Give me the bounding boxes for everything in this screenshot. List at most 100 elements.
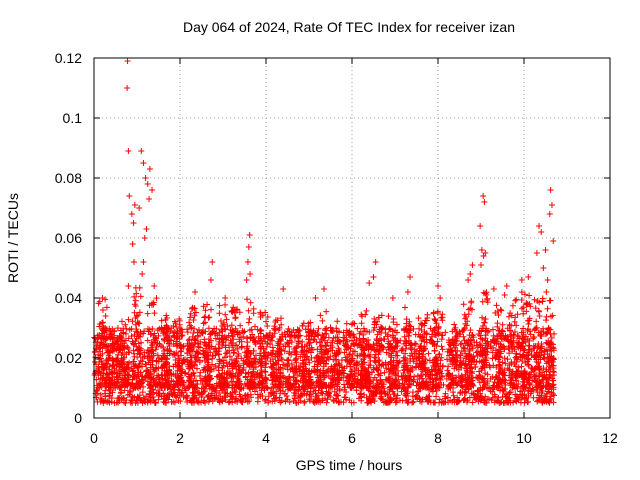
data-point: [537, 384, 544, 391]
data-point: [222, 295, 229, 301]
data-point: [343, 363, 350, 370]
data-point: [423, 336, 430, 343]
data-point: [215, 344, 222, 351]
data-point: [242, 374, 249, 381]
data-point: [265, 399, 272, 406]
data-point: [366, 280, 373, 286]
data-point: [188, 305, 195, 312]
data-point: [276, 325, 283, 332]
data-point: [547, 395, 554, 402]
data-point: [230, 374, 237, 381]
data-point: [306, 380, 313, 387]
data-point: [534, 298, 541, 305]
data-point: [432, 376, 439, 383]
data-point: [95, 300, 102, 307]
data-point: [417, 343, 424, 350]
data-point: [234, 378, 241, 385]
data-point: [268, 337, 275, 344]
data-point: [241, 349, 248, 356]
data-point: [145, 350, 152, 357]
data-point: [547, 345, 554, 352]
data-point: [136, 360, 143, 367]
data-point: [323, 330, 330, 337]
data-point: [130, 259, 137, 265]
data-point: [503, 399, 510, 406]
data-point: [160, 330, 167, 337]
data-point: [388, 370, 395, 377]
data-point: [482, 332, 489, 339]
data-point: [228, 339, 235, 346]
data-point: [216, 374, 223, 381]
data-point: [136, 350, 143, 357]
data-point: [106, 380, 113, 387]
data-point: [451, 321, 458, 328]
data-point: [478, 262, 484, 268]
data-point: [402, 345, 409, 352]
data-point: [420, 360, 427, 367]
data-point: [223, 359, 230, 366]
data-point: [304, 342, 311, 349]
data-point: [136, 320, 143, 327]
data-point: [395, 376, 402, 383]
data-point: [445, 372, 452, 379]
data-point: [164, 347, 171, 354]
data-point: [546, 383, 553, 390]
data-point: [154, 327, 161, 334]
data-point: [299, 338, 306, 345]
data-point: [134, 371, 141, 378]
data-point: [524, 349, 531, 356]
data-point: [206, 339, 213, 346]
y-tick-label: 0: [74, 410, 82, 426]
data-point: [439, 332, 446, 339]
data-point: [127, 388, 134, 395]
x-tick-label: 6: [348, 430, 356, 446]
data-point: [297, 353, 304, 360]
data-point: [222, 390, 229, 397]
data-point: [229, 332, 236, 339]
data-point: [305, 328, 312, 335]
data-point: [296, 333, 303, 340]
data-point: [262, 368, 269, 375]
y-axis-label: ROTI / TECUs: [5, 193, 21, 283]
data-point: [357, 338, 364, 345]
y-tick-label: 0.1: [63, 110, 83, 126]
data-point: [150, 299, 157, 306]
data-point: [285, 357, 292, 364]
data-point: [496, 332, 503, 339]
data-point: [526, 374, 533, 381]
data-point: [226, 353, 233, 360]
data-point: [315, 398, 322, 405]
data-point: [209, 259, 216, 265]
data-point: [201, 376, 208, 383]
data-point: [194, 381, 201, 388]
data-point: [514, 356, 521, 363]
data-point: [138, 148, 145, 154]
data-point: [276, 336, 283, 343]
data-point: [519, 372, 526, 379]
data-point: [499, 321, 506, 328]
data-point: [371, 398, 378, 405]
data-point: [348, 372, 355, 379]
data-point: [256, 327, 263, 334]
data-point: [121, 354, 128, 361]
data-point: [490, 344, 497, 351]
data-point: [532, 305, 539, 312]
data-point: [544, 277, 551, 283]
data-point: [117, 347, 124, 354]
data-point: [187, 314, 194, 321]
data-point: [159, 381, 166, 388]
data-point: [226, 398, 233, 405]
data-point: [357, 328, 364, 335]
data-point: [547, 339, 554, 346]
data-point: [336, 399, 343, 406]
data-point: [506, 327, 513, 334]
data-point: [345, 374, 352, 381]
data-point: [546, 371, 553, 378]
data-point: [99, 397, 106, 404]
data-point: [160, 399, 167, 406]
data-point: [250, 347, 257, 354]
data-point: [191, 336, 198, 343]
data-point: [431, 327, 438, 334]
data-point: [251, 384, 258, 391]
data-point: [437, 357, 444, 364]
